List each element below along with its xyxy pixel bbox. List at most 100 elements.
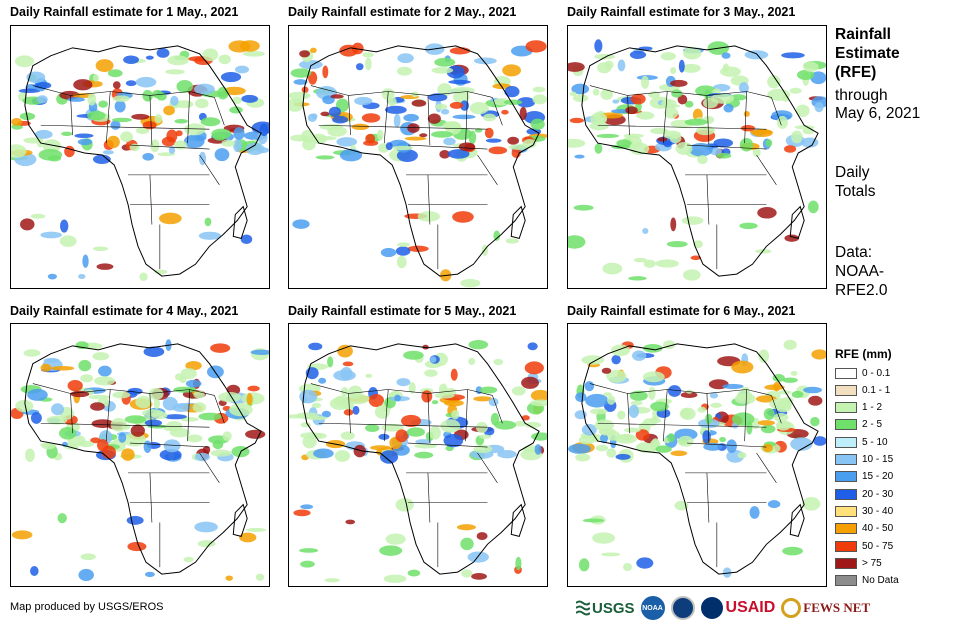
- rainfall-patch: [488, 397, 499, 407]
- rainfall-patch: [232, 96, 242, 105]
- rainfall-patch: [234, 65, 250, 74]
- rainfall-patch: [690, 255, 702, 261]
- rainfall-patch: [504, 85, 520, 98]
- rainfall-patch: [516, 97, 536, 108]
- map-svg-3: [568, 39, 826, 281]
- rainfall-patch: [606, 448, 617, 458]
- rainfall-patch: [310, 47, 317, 54]
- rainfall-patch: [755, 249, 772, 254]
- country-border: [492, 97, 503, 126]
- rainfall-patch: [579, 558, 590, 572]
- rainfall-patch: [590, 112, 608, 126]
- rainfall-patch: [795, 104, 810, 118]
- legend-swatch: [835, 454, 857, 465]
- rainfall-patch: [90, 402, 105, 411]
- rainfall-patch: [175, 130, 183, 137]
- rainfall-patch: [803, 386, 823, 394]
- country-border: [427, 95, 431, 146]
- rainfall-patch: [476, 532, 488, 541]
- map-svg-6: [568, 339, 826, 578]
- rainfall-patch: [112, 81, 121, 89]
- rainfall-patch: [503, 99, 523, 105]
- rainfall-patch: [114, 100, 126, 113]
- rainfall-patch: [192, 402, 207, 413]
- rainfall-patch: [135, 395, 152, 409]
- rainfall-patch: [259, 123, 269, 137]
- rainfall-patch: [59, 235, 77, 247]
- country-border: [105, 389, 111, 442]
- side-title-line2: Estimate: [835, 45, 900, 62]
- rainfall-patch: [370, 445, 391, 451]
- rainfall-patch: [764, 384, 785, 391]
- rainfall-patch: [73, 79, 93, 91]
- rainfall-patch: [497, 450, 517, 459]
- rainfall-patch: [629, 390, 648, 401]
- legend-item: 10 - 15: [835, 453, 893, 467]
- rainfall-patch: [683, 46, 702, 60]
- rainfall-patch: [42, 139, 61, 153]
- rainfall-patch: [302, 435, 317, 449]
- rainfall-patch: [431, 400, 439, 405]
- map-svg-2: [289, 40, 547, 288]
- rainfall-patch: [380, 247, 397, 258]
- rainfall-patch: [106, 135, 120, 149]
- rainfall-patch: [136, 127, 150, 135]
- rainfall-patch: [110, 120, 121, 130]
- rainfall-patch: [218, 54, 231, 65]
- rainfall-patch: [670, 67, 677, 75]
- rainfall-patch: [131, 113, 150, 120]
- rainfall-patch: [351, 123, 370, 131]
- africa-coastline: [581, 343, 819, 575]
- rainfall-patch: [307, 113, 317, 122]
- rainfall-patch: [301, 86, 309, 93]
- rainfall-patch: [611, 144, 631, 150]
- map-svg-5: [289, 339, 547, 583]
- country-border: [199, 154, 220, 185]
- rainfall-patch: [572, 94, 589, 103]
- rainfall-patch: [722, 383, 744, 390]
- country-border: [627, 393, 630, 434]
- legend-item: 50 - 75: [835, 539, 893, 553]
- side-date: May 6, 2021: [835, 105, 921, 122]
- rainfall-patch: [424, 369, 438, 377]
- rainfall-patch: [221, 139, 235, 147]
- rainfall-patch: [737, 452, 747, 459]
- legend-label: 20 - 30: [862, 488, 894, 500]
- rainfall-patch: [392, 145, 414, 151]
- rainfall-patch: [802, 496, 821, 511]
- country-border: [310, 383, 493, 396]
- rainfall-patch: [397, 53, 414, 64]
- rainfall-patch: [417, 211, 441, 222]
- country-border: [408, 144, 488, 150]
- rainfall-patch: [365, 57, 372, 71]
- rainfall-patch: [163, 105, 175, 116]
- rainfall-patch: [502, 64, 522, 77]
- country-border: [687, 442, 767, 448]
- rainfall-patch: [339, 149, 363, 162]
- rainfall-patch: [233, 127, 245, 140]
- rainfall-patch: [526, 128, 542, 135]
- rainfall-patch: [365, 424, 380, 432]
- rainfall-patch: [176, 79, 193, 93]
- rainfall-patch: [150, 139, 160, 153]
- rainfall-patch: [482, 113, 497, 122]
- rainfall-patch: [790, 370, 798, 376]
- legend-title: RFE (mm): [835, 347, 892, 361]
- rainfall-patch: [661, 98, 677, 109]
- rainfall-patch: [524, 361, 544, 375]
- fews-net-logo: FEWS NET: [781, 598, 870, 618]
- rainfall-patch: [24, 448, 35, 462]
- rainfall-patch: [803, 61, 819, 73]
- rainfall-patch: [671, 89, 683, 98]
- rainfall-patch: [807, 200, 819, 214]
- rainfall-patch: [397, 242, 410, 247]
- rainfall-patch: [758, 349, 770, 363]
- rainfall-patch: [594, 143, 603, 154]
- rainfall-patch: [468, 339, 489, 350]
- rainfall-patch: [348, 385, 363, 399]
- rainfall-patch: [194, 98, 209, 109]
- rainfall-map-3: [567, 25, 827, 289]
- rainfall-patch: [378, 433, 390, 440]
- rainfall-patch: [732, 412, 755, 426]
- rainfall-patch: [241, 94, 258, 103]
